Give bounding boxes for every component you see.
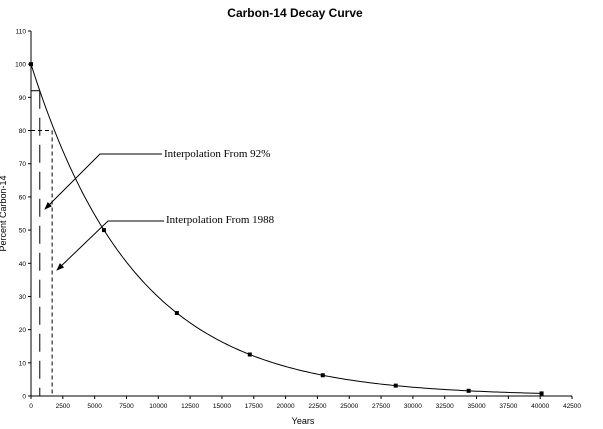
data-point	[320, 373, 325, 378]
x-tick-label: 2500	[56, 403, 71, 410]
x-tick-label: 35000	[467, 403, 485, 410]
x-tick-label: 5000	[87, 403, 102, 410]
y-tick-label: 60	[19, 194, 27, 201]
annotation-label: Interpolation From 1988	[166, 214, 275, 226]
annotations: Interpolation From 92% Interpolation From…	[44, 148, 275, 271]
x-tick-label: 40000	[531, 403, 549, 410]
data-point	[29, 62, 33, 67]
interpolation-guides	[31, 90, 53, 396]
data-point	[466, 388, 471, 393]
x-tick-label: 0	[29, 403, 33, 410]
annotation-arrow	[44, 153, 162, 210]
x-tick-label: 37500	[499, 403, 517, 410]
data-point	[393, 383, 398, 388]
y-tick-label: 50	[19, 228, 27, 235]
y-tick-label: 110	[16, 29, 27, 36]
series-group	[29, 62, 544, 396]
data-point	[247, 352, 252, 357]
x-tick-label: 42500	[563, 403, 581, 410]
chart-title: Carbon-14 Decay Curve	[227, 6, 363, 20]
y-tick-label: 70	[19, 161, 27, 168]
y-ticks: 0 10 20 30 40 50 60 70 80 90 100 110	[15, 29, 31, 401]
y-tick-label: 10	[19, 360, 27, 367]
x-tick-label: 12500	[181, 403, 199, 410]
axes	[30, 31, 572, 397]
x-tick-label: 32500	[436, 403, 454, 410]
x-tick-label: 25000	[340, 403, 358, 410]
y-axis-label: Percent Carbon-14	[0, 175, 8, 251]
y-tick-label: 30	[19, 294, 27, 301]
x-tick-label: 22500	[308, 403, 326, 410]
x-axis-label: Years	[292, 416, 315, 426]
x-tick-label: 7500	[119, 403, 134, 410]
annotation-label: Interpolation From 92%	[164, 148, 270, 160]
y-tick-label: 100	[15, 62, 26, 69]
data-point	[174, 311, 179, 316]
data-point	[101, 228, 106, 233]
x-tick-label: 10000	[149, 403, 167, 410]
annotation-arrow	[56, 220, 164, 271]
x-tick-label: 17500	[245, 403, 263, 410]
x-ticks: 0 2500 5000 7500 10000 12500 15000 17500 20000 22…	[29, 396, 581, 410]
y-tick-label: 20	[19, 327, 27, 334]
x-tick-label: 30000	[404, 403, 422, 410]
y-tick-label: 40	[19, 261, 27, 268]
y-tick-label: 90	[19, 95, 27, 102]
x-tick-label: 27500	[372, 403, 390, 410]
decay-curve-line	[30, 64, 541, 394]
y-tick-label: 80	[19, 128, 27, 135]
x-tick-label: 15000	[213, 403, 231, 410]
x-tick-label: 20000	[277, 403, 295, 410]
y-tick-label: 0	[22, 394, 26, 401]
data-point	[539, 391, 544, 396]
